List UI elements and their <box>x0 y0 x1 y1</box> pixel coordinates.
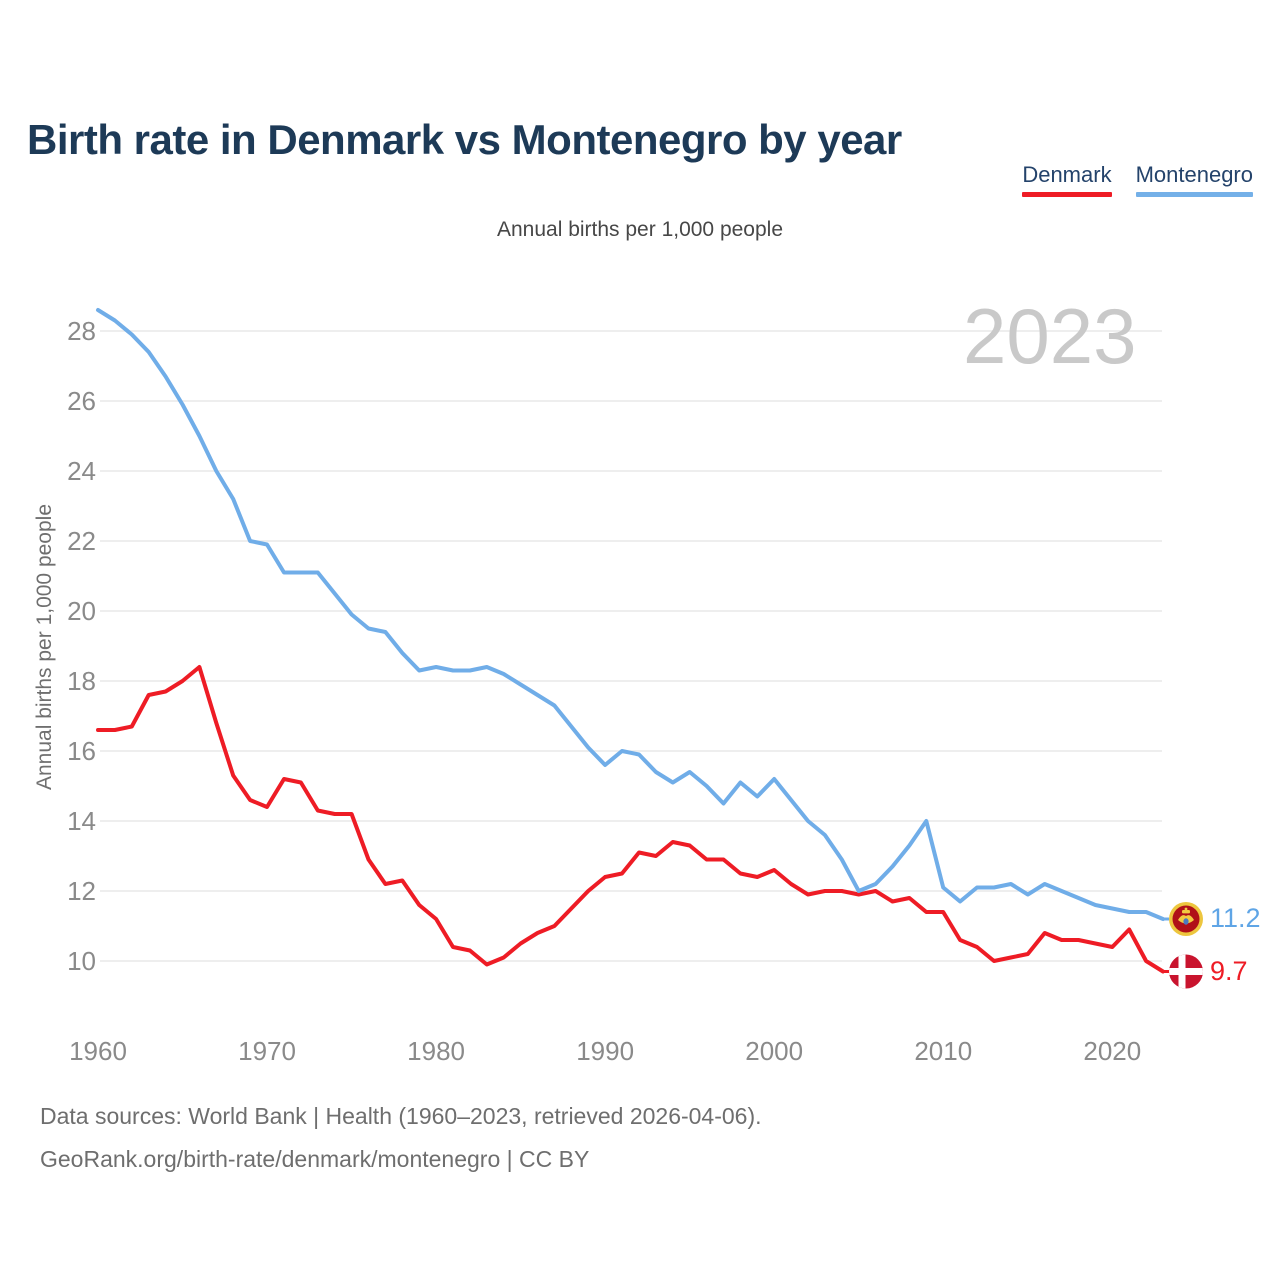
y-tick-18: 18 <box>67 666 96 696</box>
chart-subtitle: Annual births per 1,000 people <box>496 218 784 241</box>
y-tick-28: 28 <box>67 316 96 346</box>
montenegro-line <box>96 308 1165 921</box>
y-axis-title: Annual births per 1,000 people <box>33 503 56 791</box>
legend-item-montenegro[interactable]: Montenegro <box>1135 162 1253 197</box>
y-tick-14: 14 <box>67 806 96 836</box>
end-value-montenegro: 11.2 <box>1210 903 1261 933</box>
x-tick-2010: 2010 <box>914 1036 973 1066</box>
y-tick-12: 12 <box>67 876 96 906</box>
y-tick-20: 20 <box>67 596 96 626</box>
y-tick-10: 10 <box>67 946 96 976</box>
y-tick-22: 22 <box>67 526 96 556</box>
x-tick-2000: 2000 <box>745 1036 804 1066</box>
x-tick-1980: 1980 <box>407 1036 466 1066</box>
y-tick-26: 26 <box>67 386 96 416</box>
x-tick-1970: 1970 <box>238 1036 296 1066</box>
legend-label-montenegro: Montenegro <box>1135 162 1253 187</box>
denmark-line <box>96 665 1165 974</box>
montenegro-flag-icon <box>1169 902 1203 936</box>
end-value-denmark: 9.7 <box>1210 955 1248 986</box>
footer: Data sources: World Bank | Health (1960–… <box>40 1095 762 1181</box>
series-lines <box>96 308 1165 974</box>
page-title: Birth rate in Denmark vs Montenegro by y… <box>27 116 902 164</box>
legend-underline-denmark <box>1022 192 1112 197</box>
x-tick-1960: 1960 <box>69 1036 127 1066</box>
end-flags <box>1163 902 1203 989</box>
year-watermark: 2023 <box>963 292 1137 380</box>
y-tick-24: 24 <box>67 456 96 486</box>
x-tick-2020: 2020 <box>1083 1036 1142 1066</box>
legend-label-denmark: Denmark <box>1022 162 1112 187</box>
y-tick-16: 16 <box>67 736 96 766</box>
footer-sources: Data sources: World Bank | Health (1960–… <box>40 1103 762 1129</box>
denmark-flag-icon <box>1169 954 1203 989</box>
legend: Denmark Montenegro <box>1022 162 1253 197</box>
legend-item-denmark[interactable]: Denmark <box>1022 162 1112 197</box>
legend-underline-montenegro <box>1135 192 1253 197</box>
x-tick-1990: 1990 <box>576 1036 635 1066</box>
gridlines <box>100 330 1162 962</box>
footer-attribution: GeoRank.org/birth-rate/denmark/montenegr… <box>40 1146 590 1172</box>
